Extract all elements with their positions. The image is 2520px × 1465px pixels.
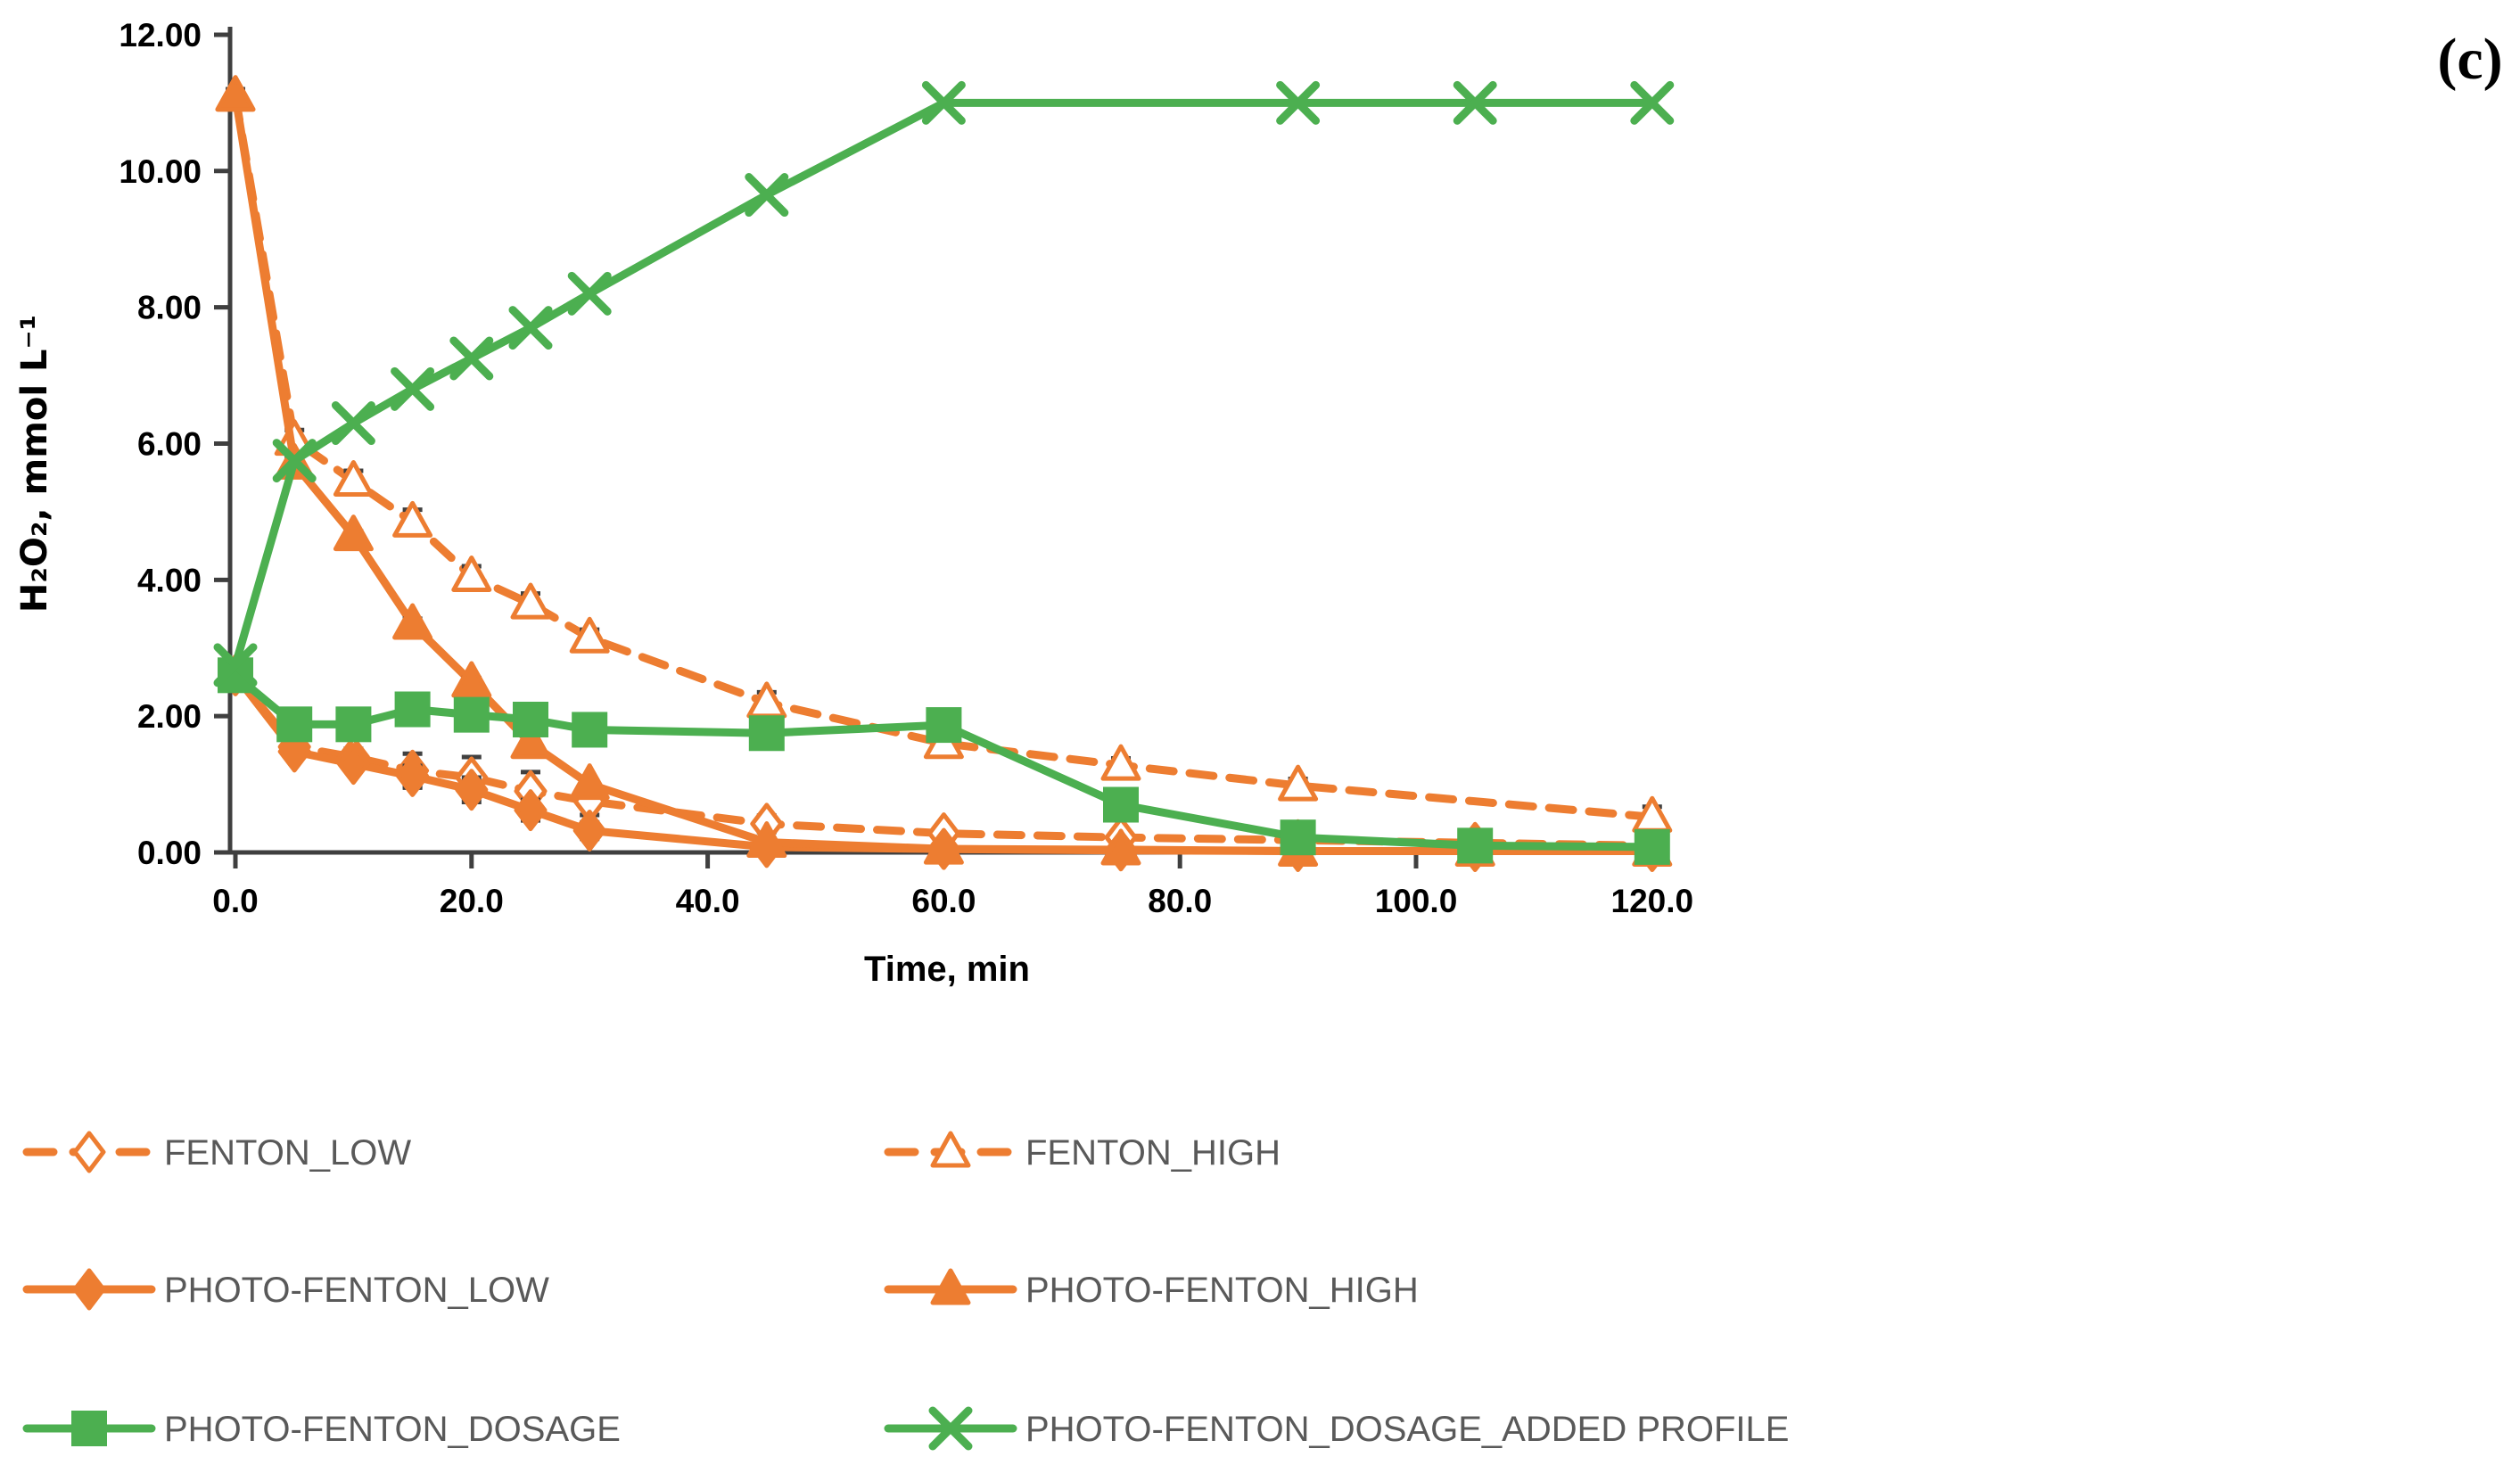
legend-item-photo-fenton-dosage: PHOTO-FENTON_DOSAGE xyxy=(22,1410,621,1449)
y-tick-label: 0.00 xyxy=(137,835,202,871)
filled-triangle-marker xyxy=(451,661,492,698)
x-marker xyxy=(331,401,375,446)
x-marker xyxy=(391,366,435,411)
x-marker xyxy=(213,643,258,687)
legend-item-label: FENTON_HIGH xyxy=(1025,1133,1281,1173)
filled-square-marker xyxy=(1103,786,1139,823)
filled-diamond-marker xyxy=(572,810,606,852)
open-diamond-marker xyxy=(72,1131,106,1173)
legend-item-fenton-high: FENTON_HIGH xyxy=(884,1131,1281,1173)
legend-item-label: PHOTO-FENTON_DOSAGE_ADDED PROFILE xyxy=(1025,1410,1789,1449)
open-triangle-marker xyxy=(333,460,374,498)
filled-square-marker xyxy=(926,707,962,744)
x-marker xyxy=(928,1406,973,1451)
y-tick-label: 4.00 xyxy=(137,562,202,598)
open-triangle-marker xyxy=(1278,764,1319,802)
filled-diamond-marker xyxy=(277,730,311,773)
series-photo-fenton-dosage-added-profile xyxy=(213,80,1675,687)
filled-square-marker xyxy=(71,1411,107,1446)
filled-triangle-marker xyxy=(333,514,374,552)
x-marker xyxy=(567,271,612,316)
x-tick-label: 0.0 xyxy=(212,883,258,919)
x-marker xyxy=(1276,80,1321,125)
filled-square-marker xyxy=(394,691,431,728)
filled-triangle-marker xyxy=(215,75,256,112)
open-triangle-marker xyxy=(1100,744,1141,781)
filled-triangle-marker xyxy=(1100,828,1141,866)
filled-square-marker xyxy=(453,696,490,733)
filled-diamond-marker xyxy=(72,1268,106,1311)
y-tick-label: 2.00 xyxy=(137,698,202,735)
y-tick-label: 8.00 xyxy=(137,290,202,326)
filled-diamond-marker xyxy=(514,789,548,832)
x-tick-label: 100.0 xyxy=(1375,883,1458,919)
filled-triangle-marker xyxy=(746,821,787,859)
series-line xyxy=(231,98,1657,670)
filled-square-marker xyxy=(1457,827,1494,864)
filled-square-marker xyxy=(748,715,785,752)
open-triangle-marker xyxy=(930,1131,971,1168)
filled-square-marker xyxy=(1280,819,1316,856)
filled-square-marker xyxy=(513,701,548,737)
x-marker xyxy=(921,80,966,125)
x-marker xyxy=(272,439,317,483)
legend-item-fenton-low: FENTON_LOW xyxy=(22,1131,411,1173)
x-tick-label: 20.0 xyxy=(440,883,504,919)
legend-item-photo-fenton-high: PHOTO-FENTON_HIGH xyxy=(884,1268,1419,1310)
filled-triangle-marker xyxy=(392,603,433,640)
legend-item-photo-fenton-dosage-added-profile: PHOTO-FENTON_DOSAGE_ADDED PROFILE xyxy=(884,1406,1789,1451)
x-tick-label: 120.0 xyxy=(1611,883,1694,919)
legend-item-label: PHOTO-FENTON_HIGH xyxy=(1025,1271,1419,1310)
filled-square-marker xyxy=(276,706,313,743)
legend-item-label: PHOTO-FENTON_DOSAGE xyxy=(164,1410,621,1449)
legend: FENTON_LOW FENTON_HIGH PHOTO-FENTON_LOW PHO… xyxy=(22,1131,1789,1451)
open-triangle-marker xyxy=(392,500,433,538)
x-tick-label: 80.0 xyxy=(1148,883,1212,919)
y-axis-title: H₂O₂, mmol L⁻¹ xyxy=(14,315,55,613)
x-marker xyxy=(1453,80,1497,125)
filled-diamond-marker xyxy=(455,769,489,811)
filled-square-marker xyxy=(335,706,372,743)
filled-square-marker xyxy=(572,712,608,748)
filled-diamond-marker xyxy=(396,754,430,797)
legend-item-label: FENTON_LOW xyxy=(164,1133,411,1173)
filled-triangle-marker xyxy=(930,1268,971,1305)
axes: 0.00 2.00 4.00 6.00 8.00 10.00 12.00 0.0 20.0 40.… xyxy=(119,17,1693,919)
open-triangle-marker xyxy=(569,616,610,654)
panel-label: (c) xyxy=(2437,27,2502,92)
x-tick-label: 40.0 xyxy=(676,883,740,919)
y-tick-label: 10.00 xyxy=(119,153,202,190)
filled-diamond-marker xyxy=(336,743,370,786)
filled-triangle-marker xyxy=(923,827,964,865)
open-triangle-marker xyxy=(510,582,551,620)
filled-triangle-marker xyxy=(569,763,610,801)
filled-triangle-marker xyxy=(510,722,551,760)
legend-item-label: PHOTO-FENTON_LOW xyxy=(164,1271,549,1310)
y-tick-label: 12.00 xyxy=(119,17,202,53)
x-marker xyxy=(1630,80,1675,125)
x-axis-title: Time, min xyxy=(864,950,1030,989)
x-marker xyxy=(449,336,494,381)
filled-square-marker xyxy=(1634,828,1670,865)
series-line xyxy=(231,92,1657,821)
x-tick-label: 60.0 xyxy=(911,883,976,919)
legend-item-photo-fenton-low: PHOTO-FENTON_LOW xyxy=(22,1268,549,1311)
open-triangle-marker xyxy=(451,555,492,592)
y-tick-label: 6.00 xyxy=(137,425,202,462)
plot-area xyxy=(213,75,1675,872)
x-marker xyxy=(745,173,789,218)
x-marker xyxy=(508,306,553,350)
